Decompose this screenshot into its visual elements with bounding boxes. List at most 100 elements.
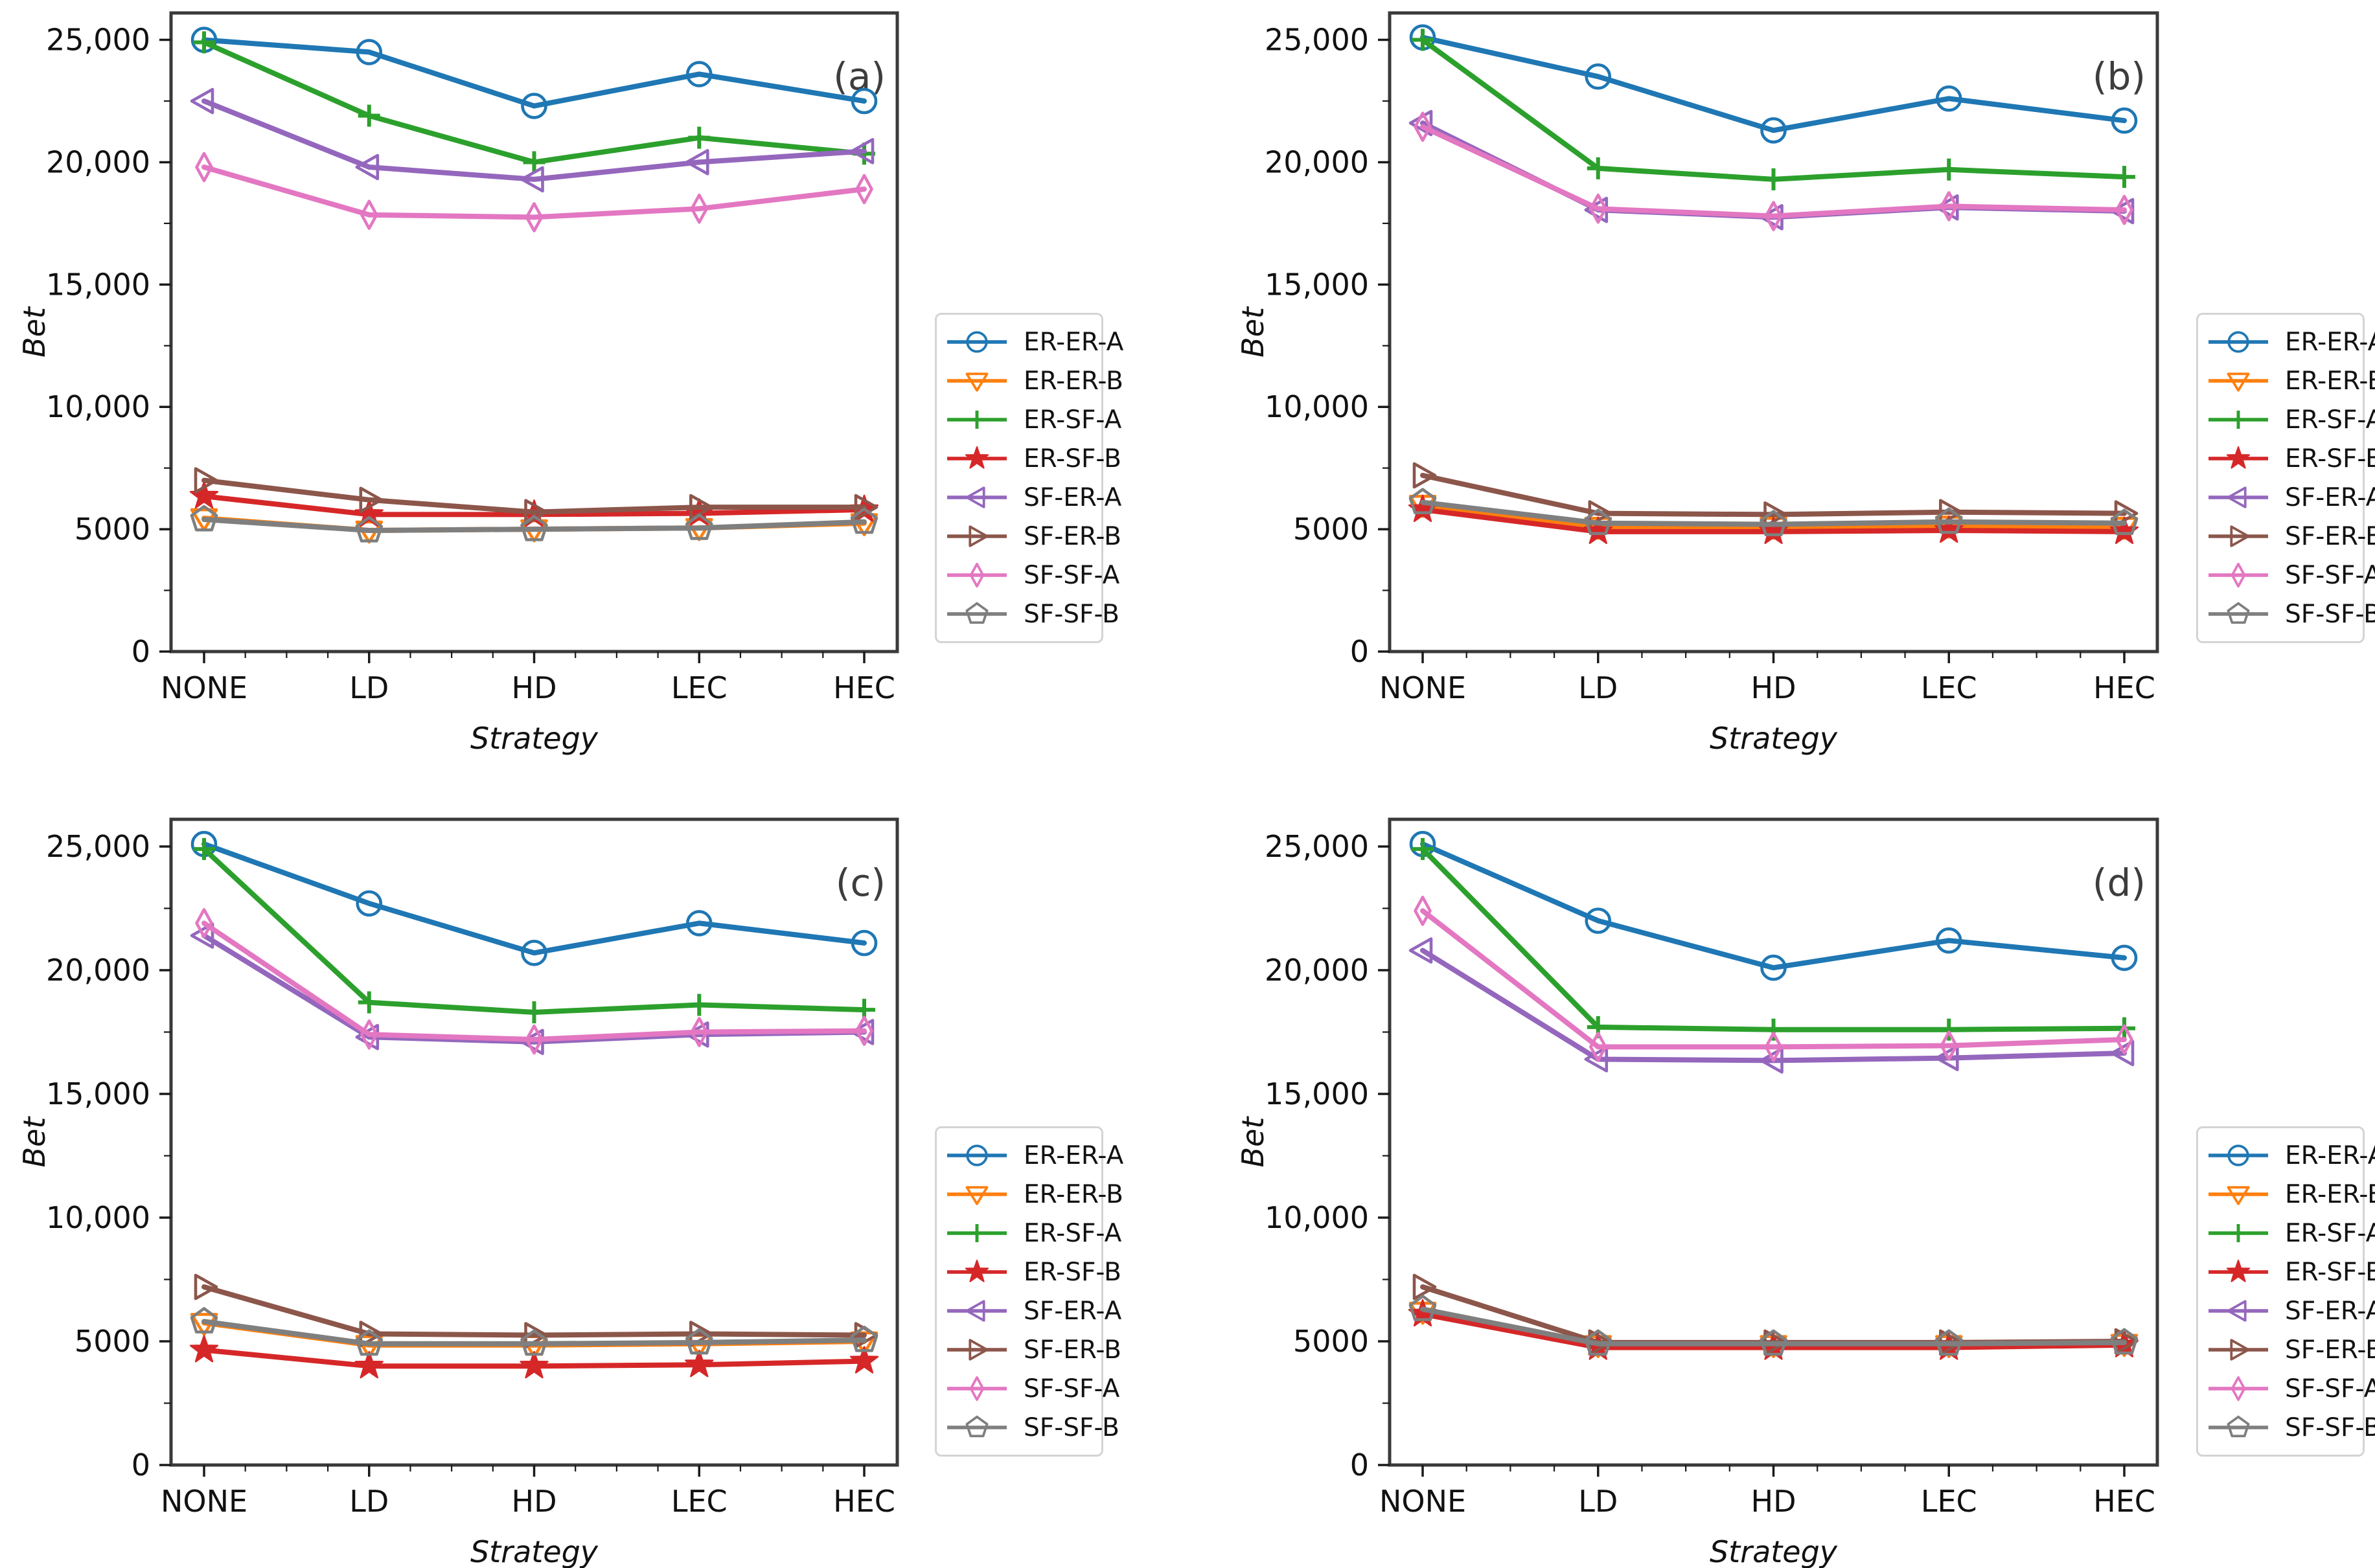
- axis-title-y: Bet: [17, 306, 52, 358]
- circle-marker-icon: [685, 61, 713, 87]
- pentagon-marker-icon: [190, 1307, 218, 1334]
- legend-label: ER-ER-A: [1024, 1141, 1124, 1170]
- star-marker-icon: [2226, 446, 2251, 469]
- legend-label: ER-ER-A: [1024, 327, 1124, 357]
- legend-swatch-circle-icon: [2209, 331, 2268, 353]
- x-tick-label: LEC: [1921, 670, 1977, 705]
- circle-marker-icon: [356, 39, 383, 65]
- legend-swatch-star-icon: [2209, 446, 2268, 469]
- thin-diamond-marker-icon: [969, 562, 985, 588]
- circle-marker-icon: [1760, 954, 1787, 981]
- legend-label: SF-SF-A: [1024, 1374, 1120, 1403]
- triangle-down-marker-icon: [355, 1335, 384, 1359]
- x-tick-label: NONE: [1379, 1484, 1466, 1519]
- y-tick-label: 25,000: [46, 829, 150, 864]
- circle-marker-icon: [1585, 63, 1612, 90]
- y-tick-label: 5000: [75, 512, 150, 547]
- legend-swatch-plus-icon: [2209, 1224, 2268, 1242]
- thin-diamond-marker-icon: [2231, 1376, 2246, 1402]
- y-tick-label: 25,000: [46, 23, 150, 58]
- legend-label: SF-ER-B: [2285, 1335, 2375, 1365]
- legend-label: SF-ER-A: [1024, 483, 1122, 512]
- legend-label: ER-ER-B: [1024, 1179, 1123, 1209]
- series-line-sf-er-b: [201, 477, 867, 515]
- series-line-sf-sf-b: [201, 1319, 867, 1346]
- y-tick-label: 25,000: [1265, 23, 1369, 58]
- series-line-er-er-a: [1420, 841, 2127, 971]
- legend-item: SF-ER-B: [2207, 517, 2375, 556]
- thin-diamond-marker-icon: [2115, 1024, 2133, 1055]
- star-marker-icon: [354, 1350, 384, 1379]
- pentagon-marker-icon: [1760, 510, 1787, 537]
- triangle-left-marker-icon: [1584, 1046, 1609, 1073]
- series-line-sf-sf-a: [1420, 124, 2127, 219]
- pentagon-marker-icon: [355, 1329, 384, 1356]
- circle-marker-icon: [2111, 107, 2138, 134]
- thin-diamond-marker-icon: [1414, 111, 1432, 142]
- legend-swatch-thin-diamond-icon: [2209, 1376, 2268, 1402]
- legend-label: ER-SF-B: [2285, 444, 2375, 473]
- y-tick-label: 25,000: [1265, 829, 1369, 864]
- legend-item: SF-SF-A: [2207, 556, 2375, 595]
- x-tick-label: LEC: [671, 1484, 728, 1519]
- legend-label: ER-ER-B: [2285, 1179, 2375, 1209]
- legend-item: SF-ER-A: [946, 1291, 1121, 1330]
- y-tick-label: 15,000: [1265, 267, 1369, 302]
- legend-label: ER-SF-A: [1024, 1218, 1122, 1248]
- legend-swatch-star-icon: [947, 446, 1007, 469]
- series-line-er-er-a: [201, 37, 867, 109]
- legend-swatch-triangle-right-icon: [2209, 1339, 2268, 1361]
- triangle-left-marker-icon: [355, 153, 380, 181]
- y-tick-label: 0: [132, 634, 150, 669]
- pentagon-marker-icon: [2227, 1415, 2250, 1438]
- legend-swatch-pentagon-icon: [947, 602, 1007, 624]
- plus-marker-icon: [968, 411, 986, 429]
- circle-marker-icon: [2111, 944, 2138, 971]
- legend-item: ER-SF-B: [946, 439, 1121, 478]
- legend-swatch-triangle-left-icon: [2209, 486, 2268, 508]
- legend-item: SF-SF-B: [2207, 1408, 2375, 1447]
- plus-marker-icon: [1762, 168, 1785, 190]
- plus-marker-icon: [358, 991, 380, 1014]
- plus-marker-icon: [523, 1001, 545, 1023]
- thin-diamond-marker-icon: [195, 152, 213, 183]
- y-tick-label: 10,000: [46, 389, 150, 424]
- thin-diamond-marker-icon: [2115, 194, 2133, 225]
- legend-item: ER-SF-B: [2207, 439, 2375, 478]
- legend-swatch-triangle-down-icon: [2209, 1186, 2268, 1205]
- legend-swatch-triangle-right-icon: [2209, 525, 2268, 547]
- triangle-left-marker-icon: [1935, 1045, 1959, 1071]
- legend-item: SF-ER-A: [946, 478, 1121, 517]
- legend-swatch-triangle-down-icon: [947, 372, 1007, 392]
- legend-item: ER-SF-A: [2207, 400, 2375, 439]
- thin-diamond-marker-icon: [1589, 193, 1607, 224]
- legend-swatch-triangle-left-icon: [2209, 1300, 2268, 1322]
- legend-label: SF-SF-A: [2285, 560, 2375, 590]
- star-marker-icon: [2226, 1259, 2251, 1282]
- thin-diamond-marker-icon: [195, 908, 213, 938]
- plus-marker-icon: [688, 126, 711, 149]
- triangle-right-marker-icon: [2230, 1339, 2250, 1361]
- legend-label: SF-ER-A: [2285, 1296, 2375, 1326]
- pentagon-marker-icon: [965, 1415, 989, 1438]
- legend-swatch-pentagon-icon: [2209, 602, 2268, 624]
- legend-swatch-triangle-right-icon: [947, 1339, 1007, 1361]
- axis-title-x: Strategy: [1710, 721, 1838, 756]
- triangle-right-marker-icon: [689, 494, 713, 521]
- triangle-left-marker-icon: [965, 1300, 985, 1322]
- circle-marker-icon: [2227, 331, 2249, 353]
- triangle-left-marker-icon: [850, 138, 875, 165]
- star-marker-icon: [189, 1335, 219, 1363]
- triangle-down-marker-icon: [2227, 1186, 2250, 1205]
- legend-swatch-plus-icon: [947, 1224, 1007, 1242]
- triangle-right-marker-icon: [854, 494, 878, 521]
- legend-label: ER-SF-A: [2285, 1218, 2375, 1248]
- legend-swatch-triangle-left-icon: [947, 1300, 1007, 1322]
- panel-letter: (b): [2093, 54, 2146, 98]
- triangle-left-marker-icon: [2227, 486, 2247, 508]
- triangle-right-marker-icon: [2114, 500, 2139, 527]
- pentagon-marker-icon: [1934, 1329, 1963, 1356]
- legend-swatch-triangle-down-icon: [947, 1186, 1007, 1205]
- triangle-down-marker-icon: [965, 372, 989, 392]
- legend-label: SF-SF-A: [2285, 1374, 2375, 1403]
